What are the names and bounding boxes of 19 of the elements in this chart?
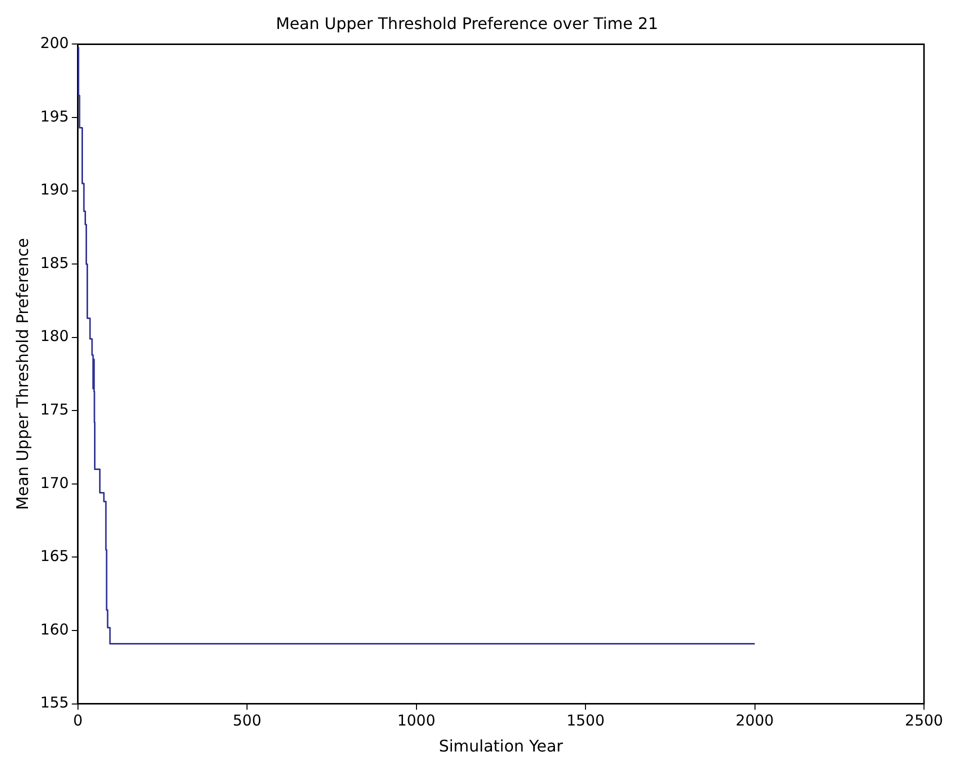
y-tick-label: 155	[40, 694, 69, 712]
y-tick-label: 165	[40, 547, 69, 566]
x-tick-label: 0	[73, 712, 83, 730]
x-tick-label: 1500	[566, 712, 605, 730]
y-tick-label: 195	[40, 107, 69, 126]
y-tick-label: 190	[40, 180, 69, 199]
x-tick-label: 1000	[397, 712, 436, 730]
y-tick-label: 160	[40, 620, 69, 638]
y-axis-title: Mean Upper Threshold Preference	[12, 238, 32, 510]
x-tick-label: 2000	[736, 712, 774, 730]
y-tick-label: 175	[40, 400, 69, 419]
y-tick-label: 170	[40, 474, 69, 492]
y-tick-label: 180	[40, 327, 69, 346]
x-tick-label: 2500	[904, 712, 944, 730]
y-tick-label: 185	[40, 254, 69, 272]
x-axis-title: Simulation Year	[438, 736, 564, 756]
y-tick-label: 200	[40, 34, 69, 52]
x-tick-label: 500	[232, 712, 262, 730]
chart-title: Mean Upper Threshold Preference over Time 21	[276, 14, 658, 33]
